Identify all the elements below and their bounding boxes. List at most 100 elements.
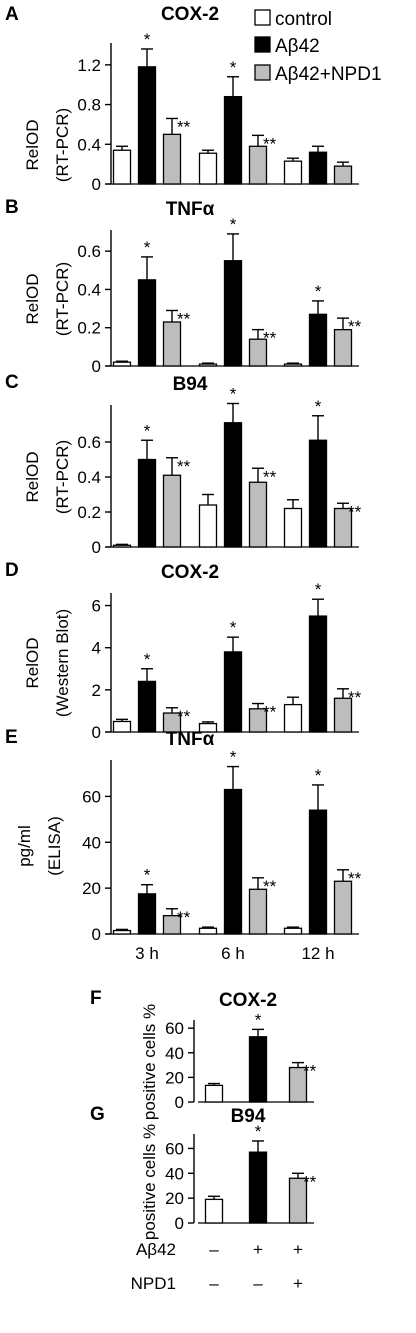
bar-abeta-0 xyxy=(137,66,157,185)
y-axis-label-line: (RT-PCR) xyxy=(53,108,72,182)
bar-npd1-0 xyxy=(162,321,182,367)
significance-star: * xyxy=(230,618,237,637)
bar-abeta-0 xyxy=(137,279,157,367)
bar-control-2 xyxy=(283,507,303,548)
y-tick-label: 1.2 xyxy=(77,56,101,75)
significance-star: ** xyxy=(263,134,277,153)
panel-letter: G xyxy=(90,1104,105,1125)
significance-star: * xyxy=(255,1122,262,1141)
x-category-label: 6 h xyxy=(221,944,245,963)
bar-abeta-1 xyxy=(223,95,243,185)
panel-title: COX-2 xyxy=(161,562,219,583)
significance-star: ** xyxy=(303,1062,317,1081)
condition-mark: – xyxy=(209,1240,219,1259)
legend: control Aβ42 Aβ42+NPD1 xyxy=(254,9,382,85)
significance-star: * xyxy=(144,421,151,440)
y-axis-label-line: RelOD xyxy=(23,637,42,688)
bar-npd1-1 xyxy=(248,888,268,935)
panel-letter: B xyxy=(5,197,19,218)
significance-star: * xyxy=(230,748,237,767)
y-tick-label: 0 xyxy=(92,357,101,376)
bar-abeta-2 xyxy=(308,439,328,548)
panel-letter: C xyxy=(5,372,19,393)
bar-control-0 xyxy=(112,929,132,935)
condition-mark: + xyxy=(253,1240,263,1259)
bar-abeta-0 xyxy=(137,680,157,733)
y-tick-label: 4 xyxy=(92,639,101,658)
panel-letter: E xyxy=(5,727,18,748)
significance-star: ** xyxy=(177,309,191,328)
y-tick-label: 0 xyxy=(92,723,101,742)
bar-abeta-2 xyxy=(308,809,328,935)
x-category-label: 12 h xyxy=(301,944,334,963)
bar-abeta-1 xyxy=(223,651,243,733)
y-tick-label: 6 xyxy=(92,597,101,616)
y-axis-label-line: (ELISA) xyxy=(45,816,64,876)
y-tick-label: 20 xyxy=(82,879,101,898)
significance-star: * xyxy=(315,580,322,599)
y-axis-label-line: positive cells % xyxy=(140,1124,159,1240)
panel-title: B94 xyxy=(173,374,208,395)
panel-letter: D xyxy=(5,560,19,581)
panel-title: TNFα xyxy=(166,729,215,750)
significance-star: ** xyxy=(263,877,277,896)
bar-control-0 xyxy=(112,544,132,548)
legend-label-npd1: Aβ42+NPD1 xyxy=(275,64,382,85)
panel-title: COX-2 xyxy=(161,4,219,25)
y-tick-label: 0 xyxy=(175,1214,184,1233)
bar-control-0 xyxy=(112,361,132,367)
panel-letter: A xyxy=(5,4,19,25)
legend-swatch-abeta xyxy=(254,36,271,53)
significance-star: * xyxy=(315,282,322,301)
significance-star: ** xyxy=(263,329,277,348)
bar-abeta-2 xyxy=(308,151,328,185)
condition-table: Aβ42 – + + NPD1 – – + xyxy=(131,1240,303,1293)
legend-swatch-npd1 xyxy=(254,64,271,81)
bar-abeta-2 xyxy=(308,615,328,733)
bar-npd1-0 xyxy=(162,133,182,185)
y-tick-label: 2 xyxy=(92,681,101,700)
significance-star: ** xyxy=(348,688,362,707)
y-tick-label: 20 xyxy=(165,1189,184,1208)
panel-letter: F xyxy=(90,988,102,1009)
y-tick-label: 0 xyxy=(92,175,101,194)
y-axis-label-line: pg/ml xyxy=(15,825,34,867)
bar-npd1-2 xyxy=(333,165,353,185)
condition-row-label: Aβ42 xyxy=(136,1240,176,1259)
y-axis-label: positive cells % xyxy=(140,1124,159,1240)
significance-star: * xyxy=(144,650,151,669)
x-category-label: 3 h xyxy=(135,944,159,963)
panel-title: COX-2 xyxy=(219,990,277,1011)
condition-mark: – xyxy=(253,1274,263,1293)
y-axis-label: positive cells % xyxy=(140,1004,159,1120)
y-tick-label: 60 xyxy=(165,1139,184,1158)
condition-row-label: NPD1 xyxy=(131,1274,176,1293)
y-axis-label-line: (Western Blot) xyxy=(53,609,72,717)
y-tick-label: 60 xyxy=(165,1019,184,1038)
condition-mark: – xyxy=(209,1274,219,1293)
y-tick-label: 0.8 xyxy=(77,96,101,115)
y-axis-label-line: positive cells % xyxy=(140,1004,159,1120)
y-tick-label: 0.4 xyxy=(77,280,101,299)
y-axis-label-line: RelOD xyxy=(23,451,42,502)
condition-mark: + xyxy=(293,1240,303,1259)
bar-control-0 xyxy=(204,1084,224,1103)
significance-star: * xyxy=(315,766,322,785)
y-axis-label: RelOD (Western Blot) xyxy=(23,609,72,717)
y-tick-label: 40 xyxy=(82,833,101,852)
significance-star: ** xyxy=(177,457,191,476)
significance-star: ** xyxy=(263,467,277,486)
panel-title: TNFα xyxy=(166,199,215,220)
y-tick-label: 0.2 xyxy=(77,503,101,522)
y-tick-label: 0 xyxy=(92,925,101,944)
bar-control-2 xyxy=(283,160,303,185)
y-tick-label: 60 xyxy=(82,787,101,806)
